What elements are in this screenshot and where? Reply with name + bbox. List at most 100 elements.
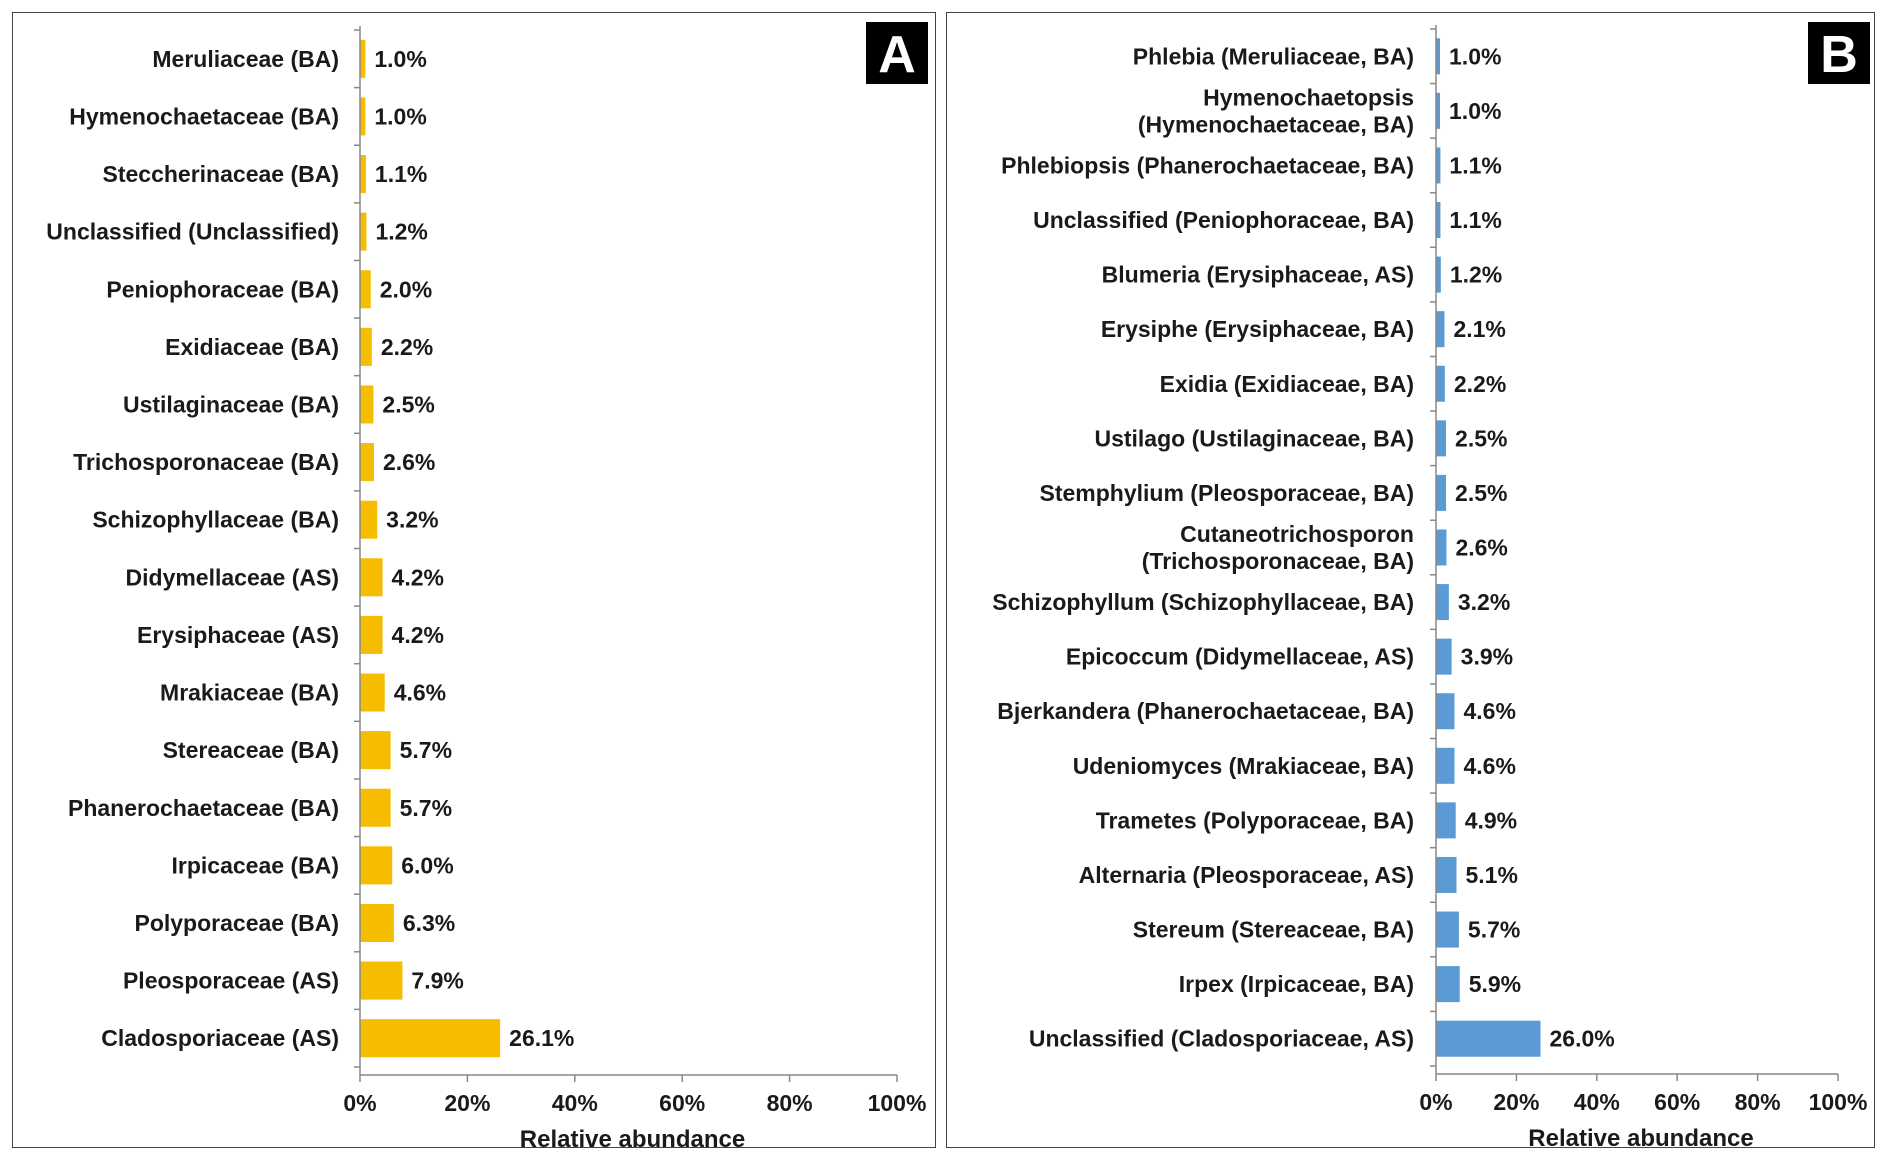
category-label: Irpex (Irpicaceae, BA) (1179, 971, 1414, 997)
panel-label-badge (1808, 22, 1870, 84)
x-tick-label: 100% (868, 1090, 927, 1116)
category-label: Erysiphaceae (AS) (137, 622, 339, 648)
category-label: Stereaceae (BA) (163, 737, 339, 763)
value-label: 2.5% (1455, 480, 1507, 506)
value-label: 4.6% (394, 680, 446, 706)
x-tick-label: 40% (552, 1090, 598, 1116)
panel-label-badge (866, 22, 928, 84)
bar-3 (1436, 147, 1441, 184)
bar-4 (1436, 202, 1441, 239)
bar-17 (1436, 911, 1459, 948)
bar-8 (1436, 420, 1447, 457)
value-label: 2.5% (382, 391, 434, 417)
category-label: Steccherinaceae (BA) (103, 161, 340, 187)
bar-15 (360, 846, 393, 885)
value-label: 5.7% (400, 795, 452, 821)
value-label: 5.7% (400, 737, 452, 763)
chart-panel-a (12, 12, 936, 1148)
category-label: Phlebia (Meruliaceae, BA) (1133, 43, 1414, 69)
value-label: 4.6% (1463, 753, 1515, 779)
bar-13 (360, 731, 391, 770)
value-label: 1.1% (375, 161, 427, 187)
bar-4 (360, 212, 367, 251)
value-label: 7.9% (411, 968, 463, 994)
value-label: 4.9% (1465, 807, 1517, 833)
category-label: Phlebiopsis (Phanerochaetaceae, BA) (1001, 152, 1414, 178)
chart-panel-b (946, 12, 1875, 1148)
category-label: Erysiphe (Erysiphaceae, BA) (1101, 316, 1414, 342)
x-tick-label: 0% (343, 1090, 376, 1116)
value-label: 4.6% (1463, 698, 1515, 724)
value-label: 1.0% (374, 46, 426, 72)
category-label: Didymellaceae (AS) (126, 564, 339, 590)
value-label: 2.6% (383, 449, 435, 475)
category-label: Hymenochaetaceae (BA) (69, 103, 339, 129)
bar-9 (1436, 474, 1447, 511)
bar-13 (1436, 693, 1455, 730)
category-label: Exidiaceae (BA) (165, 334, 339, 360)
value-label: 26.1% (509, 1025, 574, 1051)
category-label: Exidia (Exidiaceae, BA) (1160, 371, 1414, 397)
value-label: 4.2% (392, 564, 444, 590)
category-label: Epicoccum (Didymellaceae, AS) (1066, 644, 1414, 670)
value-label: 2.2% (1454, 371, 1506, 397)
x-tick-label: 20% (444, 1090, 490, 1116)
category-label: Blumeria (Erysiphaceae, AS) (1102, 262, 1414, 288)
x-axis-title: Relative abundance (1528, 1125, 1753, 1152)
panel-label: A (878, 26, 916, 84)
value-label: 3.2% (386, 507, 438, 533)
value-label: 2.0% (380, 276, 432, 302)
value-label: 2.2% (381, 334, 433, 360)
value-label: 6.3% (403, 910, 455, 936)
value-label: 1.2% (1450, 262, 1502, 288)
category-label: Phanerochaetaceae (BA) (68, 795, 339, 821)
value-label: 3.9% (1461, 644, 1513, 670)
x-tick-label: 80% (1735, 1089, 1781, 1115)
bar-17 (360, 961, 403, 1000)
value-label: 2.6% (1455, 535, 1507, 561)
category-label: Mrakiaceae (BA) (160, 680, 339, 706)
value-label: 1.2% (375, 219, 427, 245)
bar-18 (360, 1019, 501, 1058)
category-label: (Hymenochaetaceae, BA) (1138, 111, 1414, 137)
category-label: (Trichosporonaceae, BA) (1142, 548, 1414, 574)
value-label: 6.0% (401, 852, 453, 878)
value-label: 5.1% (1466, 862, 1518, 888)
bar-2 (1436, 92, 1441, 129)
value-label: 1.0% (374, 103, 426, 129)
bar-12 (1436, 638, 1452, 675)
category-label: Hymenochaetopsis (1203, 84, 1414, 110)
bar-8 (360, 443, 374, 482)
bar-12 (360, 673, 385, 712)
value-label: 2.5% (1455, 425, 1507, 451)
value-label: 1.1% (1449, 152, 1501, 178)
category-label: Peniophoraceae (BA) (106, 276, 339, 302)
bar-15 (1436, 802, 1456, 839)
bar-14 (360, 788, 391, 827)
category-label: Unclassified (Cladosporiaceae, AS) (1029, 1026, 1414, 1052)
category-label: Stereum (Stereaceae, BA) (1133, 917, 1414, 943)
value-label: 3.2% (1458, 589, 1510, 615)
category-label: Trametes (Polyporaceae, BA) (1096, 807, 1414, 833)
bar-6 (360, 327, 372, 366)
category-label: Ustilaginaceae (BA) (123, 391, 339, 417)
bar-16 (1436, 856, 1457, 893)
x-tick-label: 80% (767, 1090, 813, 1116)
bar-3 (360, 155, 366, 194)
bar-19 (1436, 1020, 1541, 1057)
bar-1 (360, 39, 366, 78)
bar-9 (360, 500, 378, 539)
category-label: Pleosporaceae (AS) (123, 968, 339, 994)
category-label: Schizophyllaceae (BA) (92, 507, 339, 533)
bar-7 (360, 385, 374, 424)
x-tick-label: 20% (1493, 1089, 1539, 1115)
category-label: Cladosporiaceae (AS) (101, 1025, 339, 1051)
value-label: 26.0% (1550, 1026, 1615, 1052)
bar-10 (1436, 529, 1447, 566)
x-axis-title: Relative abundance (520, 1126, 745, 1153)
value-label: 4.2% (392, 622, 444, 648)
category-label: Polyporaceae (BA) (134, 910, 339, 936)
bar-11 (360, 615, 383, 654)
